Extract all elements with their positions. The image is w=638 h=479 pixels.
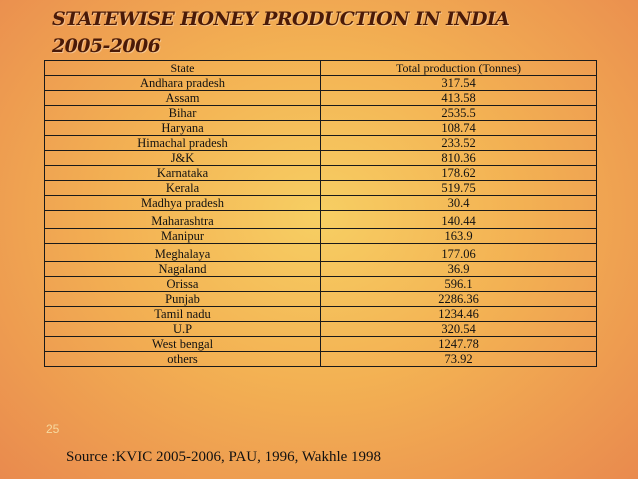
table-row: Nagaland 36.9: [44, 261, 597, 277]
table-row: Punjab 2286.36: [44, 291, 597, 307]
title-line-2: 2005-2006: [52, 35, 161, 57]
production-cell: 233.52: [320, 135, 597, 151]
production-cell: 317.54: [320, 75, 597, 91]
production-cell: 1247.78: [320, 336, 597, 352]
state-cell: Kerala: [44, 180, 321, 196]
column-header-state: State: [44, 60, 321, 76]
production-cell: 178.62: [320, 165, 597, 181]
state-cell: Nagaland: [44, 261, 321, 277]
state-cell: Manipur: [44, 228, 321, 244]
honey-production-table: State Total production (Tonnes) Andhara …: [44, 60, 597, 367]
production-cell: 810.36: [320, 150, 597, 166]
table-header-row: State Total production (Tonnes): [44, 60, 597, 76]
table-row: Meghalaya 177.06: [44, 243, 597, 262]
production-cell: 108.74: [320, 120, 597, 136]
production-cell: 596.1: [320, 276, 597, 292]
column-header-production: Total production (Tonnes): [320, 60, 597, 76]
state-cell: Karnataka: [44, 165, 321, 181]
table-row: Haryana 108.74: [44, 120, 597, 136]
state-cell: others: [44, 351, 321, 367]
production-cell: 73.92: [320, 351, 597, 367]
state-cell: Tamil nadu: [44, 306, 321, 322]
state-cell: Haryana: [44, 120, 321, 136]
production-cell: 177.06: [320, 243, 597, 262]
table-row: U.P 320.54: [44, 321, 597, 337]
table-row: Andhara pradesh 317.54: [44, 75, 597, 91]
table-row: J&K 810.36: [44, 150, 597, 166]
source-citation: Source :KVIC 2005-2006, PAU, 1996, Wakhl…: [66, 449, 382, 465]
production-cell: 140.44: [320, 210, 597, 229]
state-cell: Assam: [44, 90, 321, 106]
table-row: Kerala 519.75: [44, 180, 597, 196]
state-cell: Madhya pradesh: [44, 195, 321, 211]
state-cell: J&K: [44, 150, 321, 166]
slide-number: 25: [46, 422, 60, 436]
table-body: Andhara pradesh 317.54 Assam 413.58 Bihar 253…: [44, 75, 597, 367]
production-cell: 163.9: [320, 228, 597, 244]
production-cell: 2535.5: [320, 105, 597, 121]
production-cell: 36.9: [320, 261, 597, 277]
table-row: Maharashtra 140.44: [44, 210, 597, 229]
state-cell: Andhara pradesh: [44, 75, 321, 91]
title-line-1: STATEWISE HONEY PRODUCTION IN INDIA: [52, 8, 510, 30]
table-row: Himachal pradesh 233.52: [44, 135, 597, 151]
table-row: West bengal 1247.78: [44, 336, 597, 352]
table-row: Manipur 163.9: [44, 228, 597, 244]
production-cell: 2286.36: [320, 291, 597, 307]
state-cell: Himachal pradesh: [44, 135, 321, 151]
state-cell: West bengal: [44, 336, 321, 352]
table-row: Assam 413.58: [44, 90, 597, 106]
state-cell: Punjab: [44, 291, 321, 307]
table-row: Karnataka 178.62: [44, 165, 597, 181]
table-row: others 73.92: [44, 351, 597, 367]
state-cell: Bihar: [44, 105, 321, 121]
table-row: Bihar 2535.5: [44, 105, 597, 121]
table-row: Madhya pradesh 30.4: [44, 195, 597, 211]
table-row: Tamil nadu 1234.46: [44, 306, 597, 322]
state-cell: Meghalaya: [44, 243, 321, 262]
production-cell: 320.54: [320, 321, 597, 337]
state-cell: Maharashtra: [44, 210, 321, 229]
state-cell: Orissa: [44, 276, 321, 292]
table-row: Orissa 596.1: [44, 276, 597, 292]
production-cell: 1234.46: [320, 306, 597, 322]
slide-title: STATEWISE HONEY PRODUCTION IN INDIA 2005…: [52, 6, 510, 60]
state-cell: U.P: [44, 321, 321, 337]
production-cell: 413.58: [320, 90, 597, 106]
production-cell: 519.75: [320, 180, 597, 196]
production-cell: 30.4: [320, 195, 597, 211]
